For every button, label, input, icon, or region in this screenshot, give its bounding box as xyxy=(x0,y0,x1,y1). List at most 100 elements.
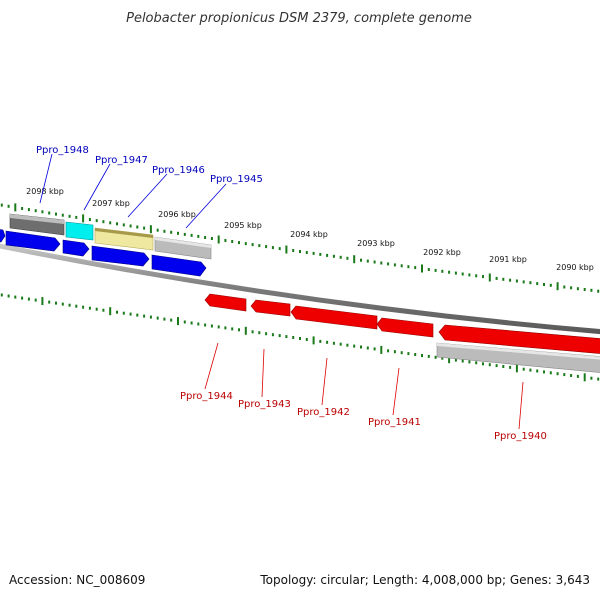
minor-tick xyxy=(360,258,362,262)
gene-label-ppro-1947[interactable]: Ppro_1947 xyxy=(95,155,148,166)
gene-label-ppro-1942[interactable]: Ppro_1942 xyxy=(297,407,350,418)
minor-tick xyxy=(360,345,362,349)
minor-tick xyxy=(95,219,98,223)
minor-tick xyxy=(82,305,85,309)
map-title: Pelobacter propionicus DSM 2379, complet… xyxy=(126,11,472,26)
minor-tick xyxy=(210,324,213,328)
forward-gene-arrow[interactable] xyxy=(5,230,61,252)
minor-tick xyxy=(109,221,112,225)
minor-tick xyxy=(339,255,342,259)
feature-bar-gray-lower-highlight xyxy=(437,343,600,360)
forward-gene-arrow[interactable] xyxy=(91,245,150,267)
gene-label-ppro-1948[interactable]: Ppro_1948 xyxy=(36,145,89,156)
reverse-gene-arrow[interactable] xyxy=(204,293,247,312)
leader-line xyxy=(518,381,524,430)
reverse-gene-arrow[interactable] xyxy=(438,324,600,354)
minor-tick xyxy=(366,346,369,350)
minor-tick xyxy=(414,266,417,270)
gene-label-ppro-1940[interactable]: Ppro_1940 xyxy=(494,431,547,442)
minor-tick xyxy=(475,274,478,278)
minor-tick xyxy=(400,351,403,355)
scale-label-2090: 2090 kbp xyxy=(556,263,594,272)
forward-gene-arrow[interactable] xyxy=(0,229,6,243)
minor-tick xyxy=(482,275,484,279)
reverse-gene-arrow[interactable] xyxy=(250,299,291,317)
forward-gene-track xyxy=(0,229,207,277)
minor-tick xyxy=(461,272,464,276)
minor-tick xyxy=(549,283,552,287)
minor-tick xyxy=(414,353,417,356)
minor-tick xyxy=(407,265,410,269)
minor-tick xyxy=(339,342,342,346)
forward-gene-arrow[interactable] xyxy=(151,254,207,277)
gene-label-ppro-1943[interactable]: Ppro_1943 xyxy=(238,399,291,410)
minor-tick xyxy=(543,370,545,374)
minor-tick xyxy=(387,262,390,266)
feature-bar-khaki-edge xyxy=(95,228,153,238)
major-tick xyxy=(41,297,44,306)
minor-tick xyxy=(170,318,173,322)
leader-line xyxy=(261,348,265,398)
minor-tick xyxy=(393,350,396,354)
scale-label-2093: 2093 kbp xyxy=(357,239,395,248)
minor-tick xyxy=(238,241,240,245)
leader-line xyxy=(204,342,219,390)
minor-tick xyxy=(7,204,10,208)
minor-tick xyxy=(285,335,288,339)
upper-tick-track xyxy=(0,203,600,293)
minor-tick xyxy=(55,212,57,216)
minor-tick xyxy=(68,303,71,307)
minor-tick xyxy=(75,215,78,219)
reverse-gene-arrow[interactable] xyxy=(376,317,434,338)
reverse-gene-arrow[interactable] xyxy=(290,305,378,330)
minor-tick xyxy=(509,278,512,282)
minor-tick xyxy=(441,356,444,360)
minor-tick xyxy=(27,297,30,301)
minor-tick xyxy=(522,280,525,284)
scale-label-2098: 2098 kbp xyxy=(26,187,64,196)
gene-label-ppro-1945[interactable]: Ppro_1945 xyxy=(210,174,263,185)
minor-tick xyxy=(116,310,118,314)
minor-tick xyxy=(251,330,254,334)
gene-label-ppro-1944[interactable]: Ppro_1944 xyxy=(180,391,233,402)
minor-tick xyxy=(21,296,24,300)
minor-tick xyxy=(563,285,566,289)
minor-tick xyxy=(122,311,125,315)
forward-gene-arrow[interactable] xyxy=(62,239,90,257)
scale-label-2091: 2091 kbp xyxy=(489,255,527,264)
minor-tick xyxy=(251,243,254,247)
minor-tick xyxy=(136,313,139,317)
major-tick xyxy=(14,203,17,212)
leader-line xyxy=(185,183,227,229)
minor-tick xyxy=(563,373,566,377)
minor-tick xyxy=(488,363,491,367)
minor-tick xyxy=(27,208,30,212)
minor-tick xyxy=(346,256,349,260)
minor-tick xyxy=(7,294,10,298)
minor-tick xyxy=(393,263,396,267)
major-tick xyxy=(177,317,179,326)
minor-tick xyxy=(68,214,71,218)
minor-tick xyxy=(183,232,186,236)
minor-tick xyxy=(190,233,193,237)
minor-tick xyxy=(258,244,261,248)
minor-tick xyxy=(61,302,64,306)
leader-line xyxy=(392,367,400,416)
gene-label-ppro-1946[interactable]: Ppro_1946 xyxy=(152,165,205,176)
minor-tick xyxy=(75,304,78,308)
minor-tick xyxy=(143,226,146,230)
feature-bar-gray-highlight xyxy=(155,237,211,248)
minor-tick xyxy=(238,328,240,332)
minor-tick xyxy=(441,269,444,273)
top-gene-leaders xyxy=(39,153,227,229)
minor-tick xyxy=(461,359,464,363)
minor-tick xyxy=(305,251,308,254)
genome-backbone xyxy=(0,243,600,335)
minor-tick xyxy=(217,325,220,329)
feature-bar-gray[interactable] xyxy=(154,236,212,260)
minor-tick xyxy=(14,295,17,299)
feature-bar-cyan[interactable] xyxy=(65,221,94,241)
major-tick xyxy=(109,307,112,316)
gene-label-ppro-1941[interactable]: Ppro_1941 xyxy=(368,417,421,428)
